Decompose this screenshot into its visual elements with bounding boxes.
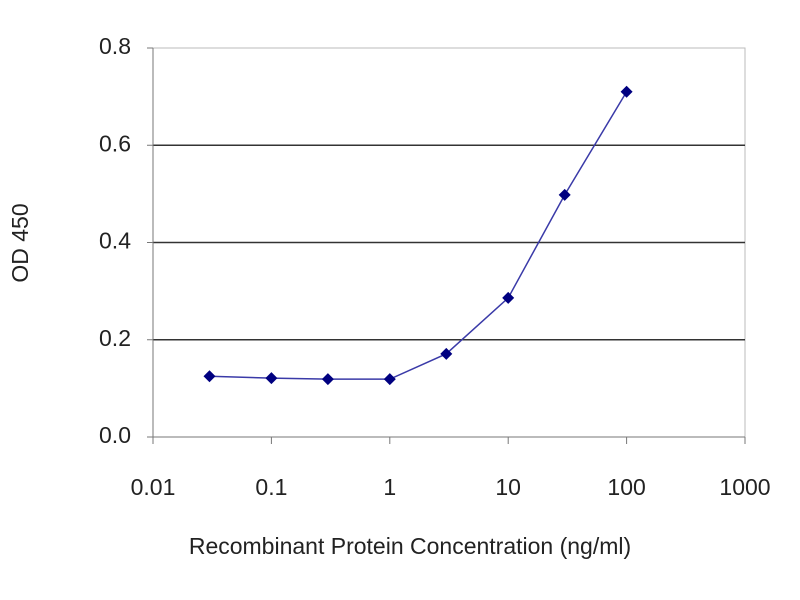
y-tick-label: 0.8 xyxy=(99,33,131,59)
y-tick-label: 0.6 xyxy=(99,130,131,156)
marker xyxy=(620,85,633,98)
marker xyxy=(440,347,453,360)
marker xyxy=(265,372,278,385)
x-tick-label: 1 xyxy=(383,474,396,500)
x-tick-label: 0.1 xyxy=(255,474,287,500)
x-axis-title: Recombinant Protein Concentration (ng/ml… xyxy=(189,533,631,559)
y-tick-label: 0.2 xyxy=(99,325,131,351)
marker xyxy=(383,373,396,386)
marker xyxy=(558,188,571,201)
marker xyxy=(203,370,216,383)
x-tick-label: 100 xyxy=(607,474,645,500)
line xyxy=(209,91,628,380)
x-tick-label: 1000 xyxy=(719,474,770,500)
x-tick-label: 10 xyxy=(495,474,521,500)
y-tick-label: 0.0 xyxy=(99,422,131,448)
marker xyxy=(321,373,334,386)
x-tick-label: 0.01 xyxy=(131,474,176,500)
marker xyxy=(502,291,515,304)
y-axis-title: OD 450 xyxy=(7,203,33,282)
y-tick-label: 0.4 xyxy=(99,228,131,254)
